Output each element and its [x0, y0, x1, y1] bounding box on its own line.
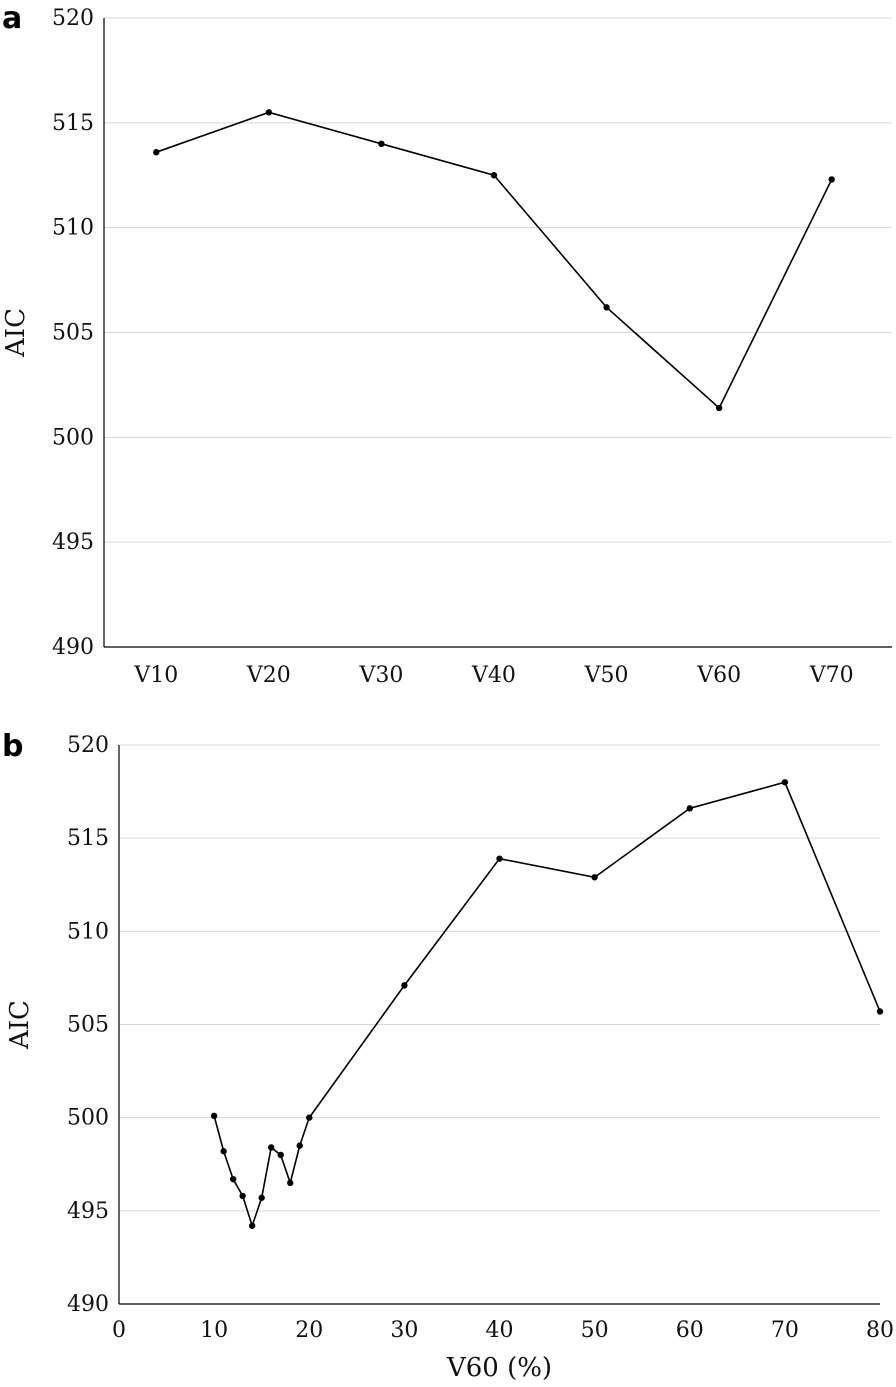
panel-b-data-point [248, 1222, 256, 1229]
panel-a-y-tick-label: 515 [52, 111, 94, 136]
panel-b-data-point [296, 1142, 303, 1149]
panel-b-gridlines [119, 744, 880, 1212]
panel-a-gridlines [104, 17, 892, 543]
panel-b-x-tick-label: 70 [771, 1318, 799, 1343]
panel-a-y-tick-label: 505 [52, 321, 94, 346]
panel-a-data-point [378, 140, 385, 147]
panel-b-axes [118, 745, 880, 1305]
panel-a-y-tick-label: 495 [52, 530, 94, 555]
panel-b-data-point [876, 1008, 884, 1015]
panel-b-y-tick-label: 500 [67, 1106, 109, 1131]
panel-a-x-tick-labels: V10 V20 V30 V40 V50 V60 V70 [133, 663, 853, 688]
panel-a-data-point [490, 172, 498, 179]
panel-a-x-tick-label: V30 [358, 663, 403, 688]
panel-b-series-line [213, 781, 881, 1229]
panel-a-y-tick-label: 520 [52, 6, 94, 31]
panel-b-data-points [210, 779, 884, 1229]
panel-b-data-point [306, 1114, 313, 1121]
panel-a-x-tick-label: V10 [133, 663, 178, 688]
panel-a-data-point [715, 404, 723, 412]
panel-a-x-tick-label: V40 [471, 663, 516, 688]
panel-a-x-tick-label: V60 [696, 663, 741, 688]
panel-b-data-point [781, 779, 789, 786]
panel-b: b 490 495 500 505 510 515 520 0 10 20 30 40 50 60 70 8… [2, 729, 894, 1383]
panel-a-x-tick-label: V70 [809, 663, 854, 688]
panel-a-y-tick-labels: 490 495 500 505 510 515 520 [52, 6, 94, 660]
panel-b-data-point [287, 1179, 294, 1187]
panel-b-x-tick-labels: 0 10 20 30 40 50 60 70 80 [112, 1318, 894, 1343]
panel-b-x-tick-label: 10 [200, 1318, 228, 1343]
panel-a-y-axis-title: AIC [1, 308, 31, 358]
panel-b-data-point [210, 1112, 218, 1120]
panel-a-data-point [265, 109, 273, 116]
panel-a-y-tick-label: 510 [52, 216, 94, 241]
panel-b-y-tick-labels: 490 495 500 505 510 515 520 [67, 733, 109, 1317]
panel-b-y-tick-label: 520 [67, 733, 109, 758]
panel-b-data-point [686, 805, 693, 812]
panel-b-x-tick-label: 50 [581, 1318, 609, 1343]
panel-a-data-point [603, 304, 610, 311]
panel-b-data-point [239, 1192, 246, 1200]
panel-a-x-tick-label: V50 [584, 663, 629, 688]
panel-a-data-point [828, 176, 835, 183]
panel-a-axes [103, 18, 892, 648]
panel-b-data-point [229, 1175, 237, 1183]
panel-b-data-point [220, 1148, 227, 1155]
panel-b-y-tick-label: 495 [67, 1199, 109, 1224]
panel-a-data-points [153, 109, 835, 412]
panel-b-x-tick-label: 40 [486, 1318, 514, 1343]
panel-b-y-tick-label: 515 [67, 826, 109, 851]
panel-b-x-tick-label: 60 [676, 1318, 704, 1343]
panel-b-data-point [591, 874, 598, 881]
panel-b-y-tick-label: 490 [67, 1292, 109, 1317]
panel-b-y-tick-label: 510 [67, 919, 109, 944]
panel-b-data-point [496, 855, 503, 862]
panel-b-data-point [268, 1144, 275, 1151]
panel-b-data-point [277, 1151, 284, 1159]
panel-b-x-tick-label: 30 [390, 1318, 418, 1343]
panel-a-data-point [153, 148, 160, 156]
panel-a-letter: a [2, 1, 22, 36]
panel-b-y-axis-title: AIC [5, 1000, 35, 1050]
panel-b-y-tick-label: 505 [67, 1013, 109, 1038]
panel-b-x-axis-title: V60 (%) [446, 1353, 552, 1383]
panel-b-letter: b [2, 729, 23, 764]
panel-b-data-point [258, 1194, 265, 1201]
panel-a-series-line [156, 111, 833, 410]
panel-a-y-tick-label: 500 [52, 425, 94, 450]
panel-b-x-tick-label: 0 [112, 1318, 126, 1343]
panel-a-x-tick-label: V20 [246, 663, 291, 688]
panel-b-data-point [401, 982, 408, 989]
panel-a-y-tick-label: 490 [52, 635, 94, 660]
panel-b-x-tick-label: 20 [295, 1318, 323, 1343]
panel-b-x-tick-label: 80 [866, 1318, 894, 1343]
